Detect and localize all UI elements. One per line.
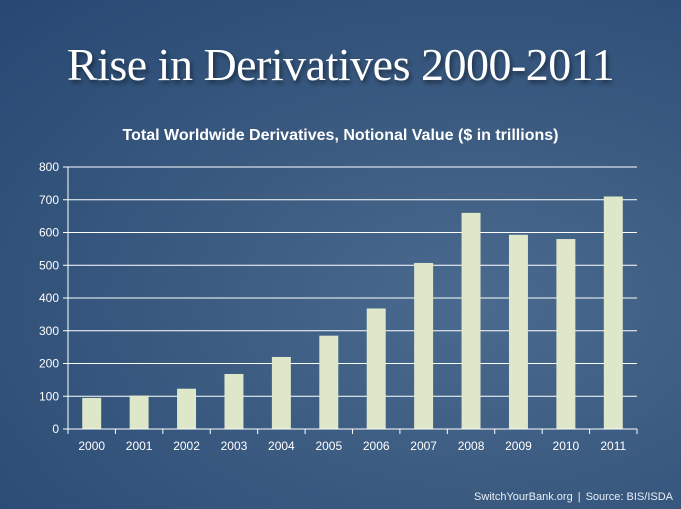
y-tick-label: 800 — [39, 160, 59, 174]
slide-title: Rise in Derivatives 2000-2011 — [66, 39, 615, 90]
y-tick-label: 700 — [39, 193, 59, 207]
bar-2001 — [129, 395, 149, 429]
bar-2005 — [319, 335, 339, 429]
y-tick-label: 600 — [39, 226, 59, 240]
x-tick-label: 2000 — [78, 439, 105, 453]
footer-site: SwitchYourBank.org — [474, 491, 573, 503]
x-tick-label: 2002 — [173, 439, 200, 453]
footer: SwitchYourBank.org | Source: BIS/ISDA — [474, 491, 673, 503]
bar-2003 — [224, 373, 244, 429]
x-tick-label: 2010 — [553, 439, 580, 453]
bar-2000 — [82, 397, 102, 429]
bar-2011 — [603, 196, 623, 429]
bars — [82, 196, 623, 429]
gridlines — [68, 166, 637, 397]
bar-2004 — [271, 356, 291, 429]
bar-2008 — [461, 212, 481, 429]
y-tick-label: 0 — [52, 422, 59, 436]
x-tick-label: 2011 — [600, 439, 626, 453]
y-tick-label: 500 — [39, 258, 59, 272]
chart-title: Total Worldwide Derivatives, Notional Va… — [122, 127, 559, 144]
x-tick-label: 2007 — [410, 439, 437, 453]
footer-separator: | — [577, 491, 581, 503]
x-tick-label: 2004 — [268, 439, 295, 453]
y-tick-label: 300 — [39, 324, 59, 338]
bar-2009 — [508, 234, 528, 429]
tick-labels: 0 100 200 300 400 500 600 700 800 2000 2001 2002 200… — [39, 160, 627, 453]
y-tick-label: 200 — [39, 357, 59, 371]
bar-2010 — [556, 239, 576, 429]
axes — [63, 166, 638, 434]
footer-source: Source: BIS/ISDA — [585, 491, 673, 503]
bar-2007 — [414, 262, 434, 429]
x-tick-label: 2006 — [363, 439, 390, 453]
x-tick-label: 2003 — [221, 439, 248, 453]
bar-2006 — [366, 308, 386, 429]
bar-2002 — [177, 388, 197, 429]
y-tick-label: 400 — [39, 291, 59, 305]
y-tick-label: 100 — [39, 389, 59, 403]
x-tick-label: 2009 — [505, 439, 532, 453]
x-tick-label: 2005 — [315, 439, 342, 453]
x-tick-label: 2001 — [126, 439, 153, 453]
x-tick-label: 2008 — [458, 439, 485, 453]
